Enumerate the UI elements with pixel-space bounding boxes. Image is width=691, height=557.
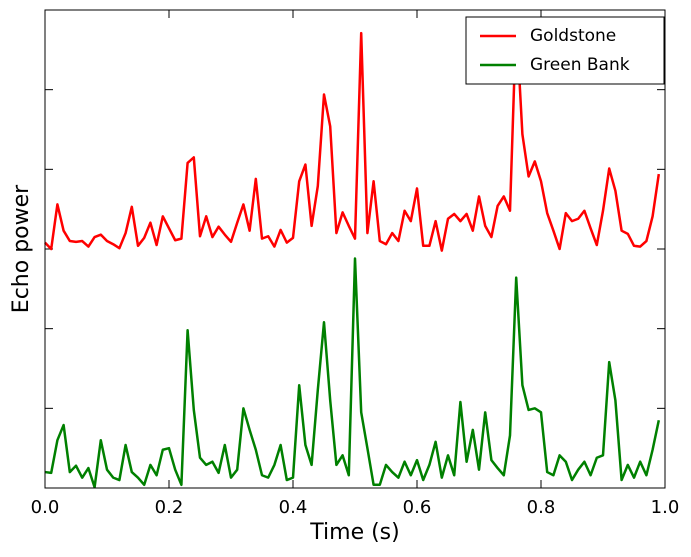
legend-label: Green Bank — [530, 55, 630, 75]
x-tick-label: 0.2 — [155, 497, 184, 518]
series-line — [44, 18, 661, 252]
legend-label: Goldstone — [530, 26, 616, 46]
x-tick-label: 0.8 — [527, 497, 556, 518]
x-axis-label: Time (s) — [309, 520, 399, 545]
y-axis-label: Echo power — [9, 184, 34, 313]
x-tick-label: 1.0 — [651, 497, 680, 518]
x-tick-label: 0.6 — [403, 497, 432, 518]
series-line — [44, 257, 661, 489]
x-tick-label: 0.4 — [279, 497, 308, 518]
legend-box — [465, 16, 665, 85]
x-tick-label: 0.0 — [31, 497, 60, 518]
plot-frame — [44, 9, 666, 489]
